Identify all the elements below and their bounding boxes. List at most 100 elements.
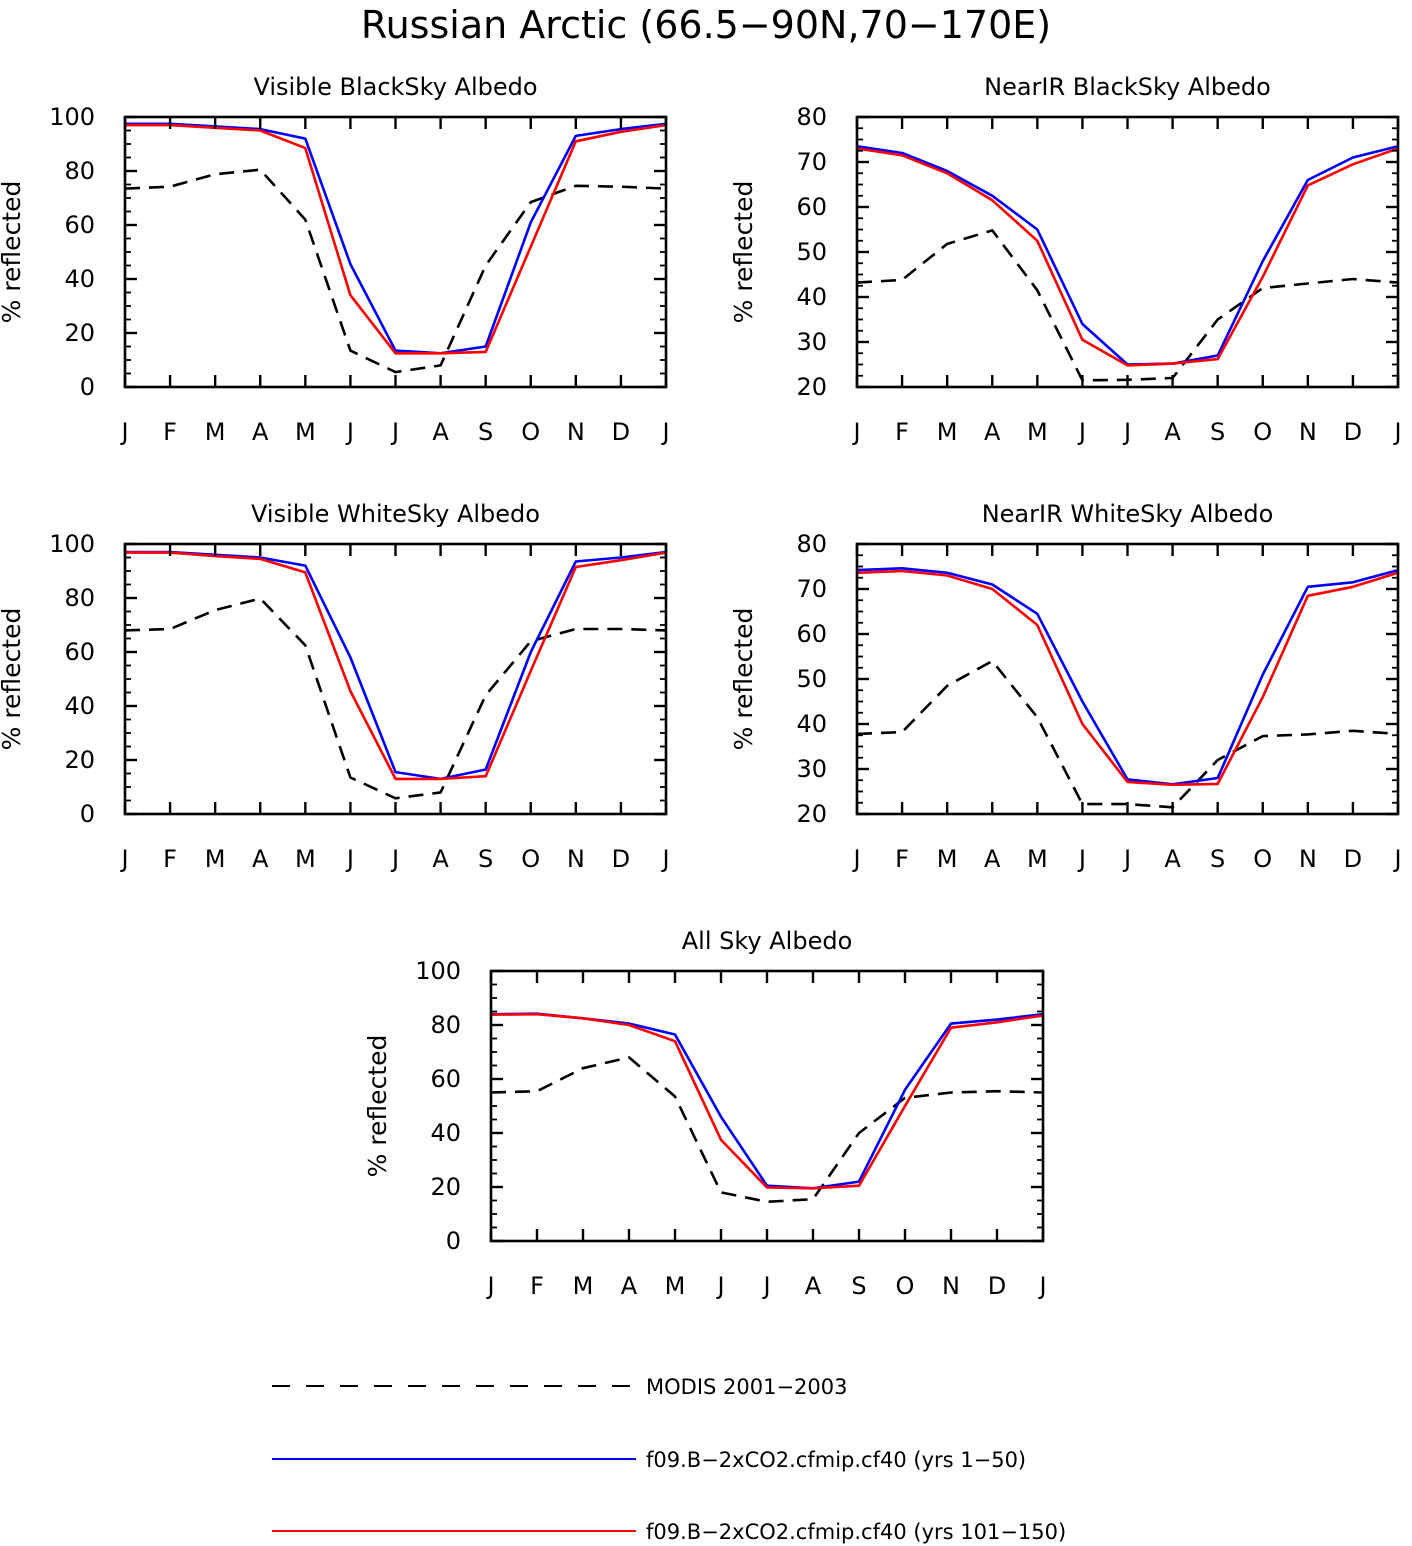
plot-frame [123, 115, 668, 389]
y-tick-label: 30 [796, 755, 827, 783]
x-tick-label: J [851, 418, 860, 446]
x-tick-label: O [521, 418, 540, 446]
x-tick-label: J [485, 1272, 494, 1300]
y-tick-label: 80 [796, 103, 827, 131]
x-tick-label: F [895, 845, 909, 873]
series-line-2 [125, 122, 667, 355]
panel-title: All Sky Albedo [682, 927, 853, 955]
y-tick-label: 0 [80, 373, 95, 401]
x-tick-label: F [163, 418, 177, 446]
x-tick-label: J [1392, 845, 1401, 873]
y-tick-label: 80 [430, 1011, 461, 1039]
plot-frame [855, 542, 1400, 816]
x-tick-label: D [612, 418, 630, 446]
y-tick-label: 0 [80, 800, 95, 828]
x-tick-label: J [1037, 1272, 1046, 1300]
y-tick-label: 100 [49, 530, 95, 558]
x-tick-label: D [612, 845, 630, 873]
x-tick-label: F [530, 1272, 544, 1300]
y-tick-label: 80 [64, 157, 95, 185]
y-tick-label: 100 [415, 957, 461, 985]
series-line-1 [490, 1056, 1044, 1204]
x-tick-label: N [942, 1272, 960, 1300]
series-line-2 [125, 550, 667, 781]
x-tick-label: N [1299, 845, 1317, 873]
y-tick-label: 60 [796, 193, 827, 221]
x-tick-label: S [1210, 418, 1225, 446]
x-tick-label: A [984, 845, 1001, 873]
y-tick-label: 30 [796, 328, 827, 356]
x-tick-label: S [851, 1272, 866, 1300]
x-tick-label: J [660, 845, 669, 873]
x-tick-label: J [390, 845, 399, 873]
x-tick-label: O [1253, 418, 1272, 446]
x-tick-label: D [1344, 845, 1362, 873]
y-tick-label: 20 [796, 373, 827, 401]
panel-title: Visible WhiteSky Albedo [251, 500, 540, 528]
x-tick-label: O [896, 1272, 915, 1300]
x-tick-label: J [1077, 418, 1086, 446]
y-tick-label: 80 [64, 584, 95, 612]
x-tick-label: J [715, 1272, 724, 1300]
y-tick-label: 20 [796, 800, 827, 828]
panel-title: Visible BlackSky Albedo [253, 73, 537, 101]
x-tick-label: J [851, 845, 860, 873]
x-tick-label: J [1392, 418, 1401, 446]
x-tick-label: M [295, 845, 316, 873]
y-tick-label: 20 [64, 319, 95, 347]
x-tick-label: J [345, 418, 354, 446]
x-tick-label: J [1077, 845, 1086, 873]
x-tick-label: A [252, 845, 269, 873]
panel-title: NearIR WhiteSky Albedo [982, 500, 1274, 528]
y-tick-label: 70 [796, 148, 827, 176]
series-line-3 [125, 551, 667, 781]
x-tick-label: J [761, 1272, 770, 1300]
series-line-3 [125, 123, 667, 355]
plot-frame [855, 115, 1400, 389]
x-tick-label: A [432, 418, 449, 446]
series-line-3 [856, 569, 1399, 787]
y-tick-label: 40 [796, 283, 827, 311]
y-tick-label: 40 [64, 692, 95, 720]
x-tick-label: A [1164, 845, 1181, 873]
x-tick-label: J [345, 845, 354, 873]
figure-title: Russian Arctic (66.5−90N,70−170E) [361, 3, 1051, 47]
x-tick-label: M [295, 418, 316, 446]
x-tick-label: M [573, 1272, 594, 1300]
series-line-1 [124, 168, 667, 374]
x-tick-label: J [660, 418, 669, 446]
y-axis-label: % reflected [729, 181, 758, 324]
y-tick-label: 60 [64, 638, 95, 666]
x-tick-label: M [1027, 845, 1048, 873]
y-axis-label: % reflected [729, 608, 758, 751]
y-tick-label: 60 [430, 1065, 461, 1093]
x-tick-label: D [988, 1272, 1006, 1300]
x-tick-label: M [205, 845, 226, 873]
x-tick-label: N [567, 845, 585, 873]
legend-label-3: f09.B−2xCO2.cfmip.cf40 (yrs 101−150) [646, 1520, 1066, 1544]
y-axis-label: % reflected [0, 181, 26, 324]
legend: MODIS 2001−2003 f09.B−2xCO2.cfmip.cf40 (y… [272, 1375, 1066, 1544]
x-tick-label: S [478, 845, 493, 873]
x-tick-label: S [1210, 845, 1225, 873]
x-tick-label: F [163, 845, 177, 873]
x-tick-label: M [1027, 418, 1048, 446]
y-tick-label: 60 [64, 211, 95, 239]
x-tick-label: O [521, 845, 540, 873]
y-tick-label: 70 [796, 575, 827, 603]
plot-frame [123, 542, 668, 816]
x-tick-label: M [665, 1272, 686, 1300]
y-tick-label: 50 [796, 665, 827, 693]
y-tick-label: 100 [49, 103, 95, 131]
x-tick-label: J [119, 418, 128, 446]
y-axis-label: % reflected [0, 608, 26, 751]
x-tick-label: A [805, 1272, 822, 1300]
x-tick-label: J [119, 845, 128, 873]
y-tick-label: 20 [430, 1173, 461, 1201]
x-tick-label: S [478, 418, 493, 446]
